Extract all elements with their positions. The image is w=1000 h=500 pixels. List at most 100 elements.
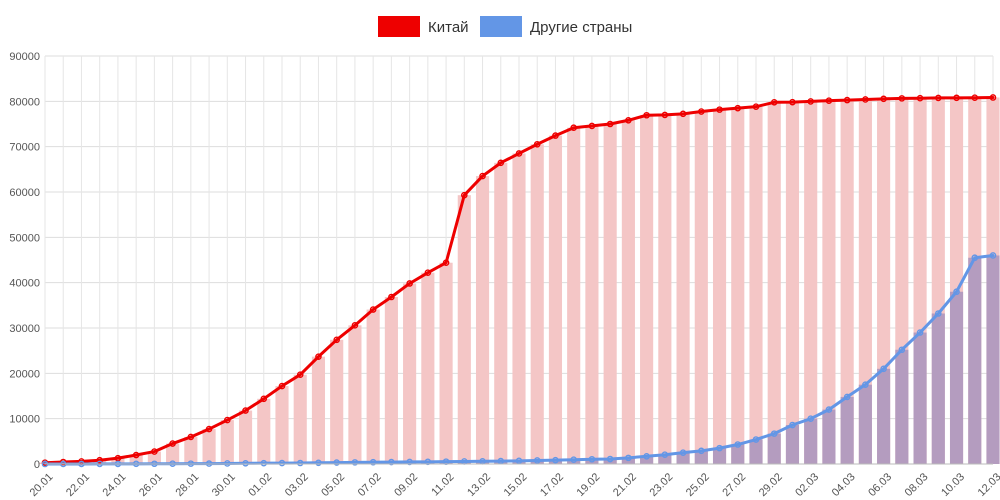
bar-china bbox=[804, 101, 818, 464]
line-china bbox=[43, 95, 995, 465]
bar-other-countries bbox=[895, 349, 909, 464]
legend-swatch-china[interactable] bbox=[378, 16, 420, 37]
point-china bbox=[989, 94, 997, 101]
point-china bbox=[789, 98, 796, 106]
point-china bbox=[935, 94, 942, 102]
point-other-countries bbox=[643, 452, 650, 460]
bar-china bbox=[257, 398, 271, 464]
point-china bbox=[843, 96, 851, 104]
point-china bbox=[406, 280, 413, 287]
bar-other-countries bbox=[986, 255, 1000, 464]
bar-china bbox=[220, 420, 234, 464]
point-china bbox=[96, 456, 103, 464]
point-other-countries bbox=[843, 393, 851, 401]
point-other-countries bbox=[935, 310, 942, 317]
point-china bbox=[497, 159, 505, 167]
bar-other-countries bbox=[512, 460, 526, 464]
x-tick-label: 02.03 bbox=[793, 471, 821, 499]
point-china bbox=[825, 97, 833, 104]
bar-other-countries bbox=[749, 439, 763, 464]
point-china bbox=[151, 448, 158, 455]
point-other-countries bbox=[552, 456, 559, 464]
y-tick-label: 10000 bbox=[9, 414, 40, 426]
point-other-countries bbox=[333, 459, 340, 466]
point-other-countries bbox=[406, 458, 413, 466]
point-other-countries bbox=[807, 415, 814, 422]
bar-china bbox=[494, 162, 508, 465]
point-china bbox=[953, 94, 960, 102]
bar-china bbox=[202, 429, 216, 464]
point-other-countries bbox=[242, 459, 249, 467]
point-china bbox=[533, 140, 541, 148]
x-axis: 20.01 22.01 24.01 26.01 28.01 30.01 01.02 03.02… bbox=[28, 463, 1000, 499]
x-tick-label: 05.02 bbox=[319, 471, 347, 499]
legend-label-other-countries[interactable]: Другие страны bbox=[530, 19, 632, 36]
point-other-countries bbox=[278, 459, 286, 467]
bar-other-countries bbox=[913, 332, 927, 464]
bar-china bbox=[621, 120, 635, 465]
point-other-countries bbox=[953, 288, 960, 296]
point-other-countries bbox=[315, 459, 322, 467]
bar-china bbox=[858, 99, 872, 464]
bar-china bbox=[585, 125, 599, 465]
bar-other-countries bbox=[804, 418, 818, 464]
point-china bbox=[278, 382, 286, 390]
bar-china bbox=[548, 135, 563, 464]
bar-china bbox=[712, 109, 727, 464]
bar-china bbox=[147, 451, 161, 464]
y-tick-label: 40000 bbox=[9, 278, 40, 290]
point-china bbox=[461, 191, 468, 199]
legend-label-china[interactable]: Китай bbox=[428, 19, 469, 36]
point-china bbox=[880, 95, 887, 103]
x-tick-label: 29.02 bbox=[757, 471, 785, 499]
y-axis: 0 10000 20000 30000 40000 50000 60000 70000 8000… bbox=[9, 51, 40, 471]
point-china bbox=[442, 259, 450, 267]
x-tick-label: 11.02 bbox=[429, 471, 456, 498]
bar-other-countries bbox=[877, 368, 891, 464]
point-other-countries bbox=[351, 459, 359, 466]
point-china bbox=[807, 98, 814, 105]
bar-other-countries bbox=[676, 452, 690, 464]
x-tick-label: 15.02 bbox=[502, 471, 530, 499]
chart-points bbox=[41, 94, 997, 468]
point-other-countries bbox=[862, 381, 869, 388]
chart-legend: Китай Другие страны bbox=[378, 16, 632, 37]
point-china bbox=[625, 116, 632, 124]
point-china bbox=[224, 416, 231, 424]
bar-china bbox=[129, 455, 143, 464]
point-other-countries bbox=[716, 444, 723, 452]
point-china bbox=[260, 395, 268, 403]
bar-other-countries bbox=[640, 456, 654, 464]
bar-china bbox=[749, 106, 763, 464]
bar-china bbox=[840, 100, 854, 464]
point-china bbox=[187, 433, 195, 441]
bar-china bbox=[275, 386, 289, 464]
point-other-countries bbox=[570, 456, 577, 463]
bar-other-countries bbox=[931, 313, 945, 464]
bar-other-countries bbox=[785, 425, 800, 464]
x-tick-label: 10.03 bbox=[939, 471, 967, 499]
point-china bbox=[588, 122, 596, 130]
point-other-countries bbox=[989, 252, 997, 259]
bar-china bbox=[421, 272, 435, 464]
y-tick-label: 80000 bbox=[9, 96, 40, 108]
bar-other-countries bbox=[658, 454, 672, 464]
point-other-countries bbox=[533, 457, 541, 464]
bar-china bbox=[238, 410, 253, 464]
point-china bbox=[752, 103, 760, 110]
bar-china bbox=[567, 127, 581, 464]
point-other-countries bbox=[916, 329, 924, 336]
point-other-countries bbox=[606, 455, 614, 463]
x-tick-label: 27.02 bbox=[720, 471, 748, 499]
point-china bbox=[369, 306, 377, 313]
x-tick-label: 24.01 bbox=[101, 471, 129, 499]
legend-swatch-other-countries[interactable] bbox=[480, 16, 522, 37]
point-other-countries bbox=[625, 454, 632, 462]
x-tick-label: 07.02 bbox=[356, 471, 384, 499]
bar-other-countries bbox=[949, 291, 964, 464]
point-china bbox=[296, 371, 304, 378]
bar-china bbox=[767, 102, 781, 464]
point-china bbox=[424, 269, 432, 276]
point-other-countries bbox=[515, 457, 523, 465]
bar-other-countries bbox=[968, 257, 982, 464]
